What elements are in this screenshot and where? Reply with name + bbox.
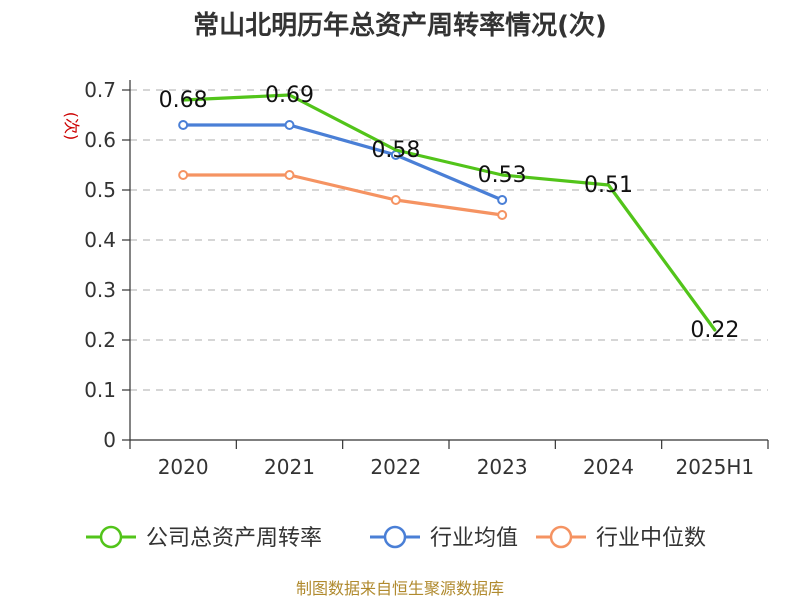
- series-lines: [178, 93, 717, 332]
- legend-marker: [549, 525, 573, 549]
- x-tick-label: 2025H1: [675, 455, 754, 479]
- series-point: [497, 195, 508, 205]
- y-tick-label: 0.6: [84, 128, 116, 152]
- y-axis-unit: (次): [62, 112, 81, 141]
- chart-title: 常山北明历年总资产周转率情况(次): [193, 10, 607, 41]
- legend: 公司总资产周转率 行业均值 行业中位数: [86, 525, 706, 551]
- x-tick-label: 2020: [158, 455, 209, 479]
- legend-marker: [383, 525, 407, 549]
- y-tick-label: 0.2: [84, 328, 116, 352]
- data-source-note: 制图数据来自恒生聚源数据库: [296, 579, 504, 598]
- series-point: [497, 210, 508, 220]
- y-tick-label: 0.4: [84, 228, 116, 252]
- series-point: [390, 195, 401, 205]
- y-tick-label: 0.5: [84, 178, 116, 202]
- series-point: [284, 120, 295, 130]
- legend-label: 行业均值: [430, 526, 518, 551]
- y-tick-label: 0.3: [84, 278, 116, 302]
- series-point: [178, 170, 189, 180]
- axes: 0 0.1 0.2 0.3 0.4 0.5 0.6 0.7 2020 2021 2022 2023 20…: [84, 78, 769, 479]
- y-tick-label: 0: [103, 428, 116, 452]
- legend-marker: [99, 525, 123, 549]
- legend-item[interactable]: 公司总资产周转率: [86, 525, 322, 551]
- legend-item[interactable]: 行业中位数: [536, 525, 706, 551]
- x-tick-label: 2023: [477, 455, 528, 479]
- series-line: [181, 173, 504, 217]
- series-point: [178, 120, 189, 130]
- y-tick-label: 0.1: [84, 378, 116, 402]
- y-tick-label: 0.7: [84, 78, 116, 102]
- data-label: 0.68: [159, 88, 208, 113]
- x-tick-label: 2022: [370, 455, 421, 479]
- data-label: 0.22: [690, 318, 739, 343]
- data-labels: 0.68 0.69 0.58 0.53 0.51 0.22: [159, 83, 740, 343]
- series-point: [284, 170, 295, 180]
- legend-label: 行业中位数: [596, 526, 706, 551]
- data-label: 0.58: [371, 138, 420, 163]
- data-label: 0.51: [584, 173, 633, 198]
- data-label: 0.53: [478, 163, 527, 188]
- series-line: [181, 93, 717, 332]
- x-tick-label: 2024: [583, 455, 634, 479]
- data-label: 0.69: [265, 83, 314, 108]
- legend-label: 公司总资产周转率: [146, 526, 322, 551]
- series-line: [181, 123, 504, 202]
- grid-lines: [130, 89, 768, 391]
- legend-item[interactable]: 行业均值: [370, 525, 518, 551]
- x-tick-label: 2021: [264, 455, 315, 479]
